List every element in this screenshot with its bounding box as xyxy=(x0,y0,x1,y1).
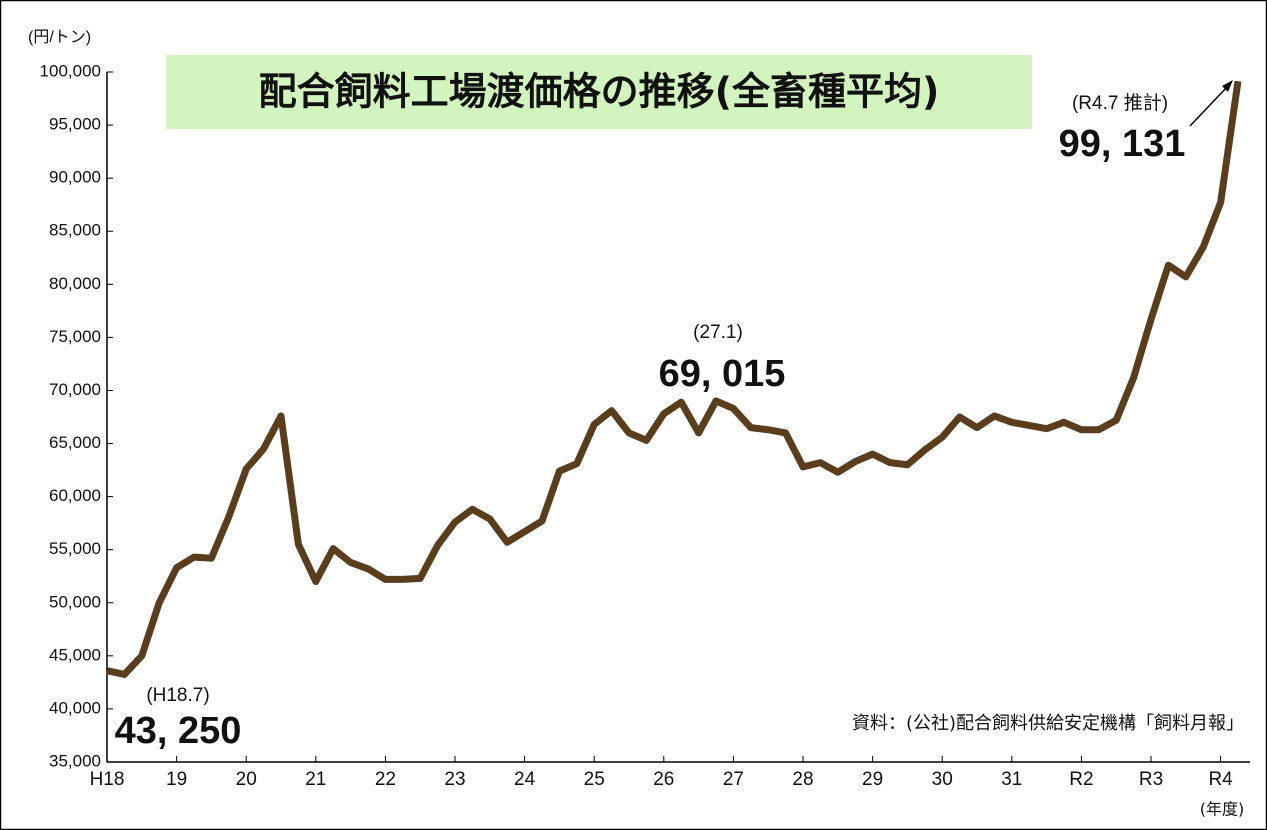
x-tick-label: 31 xyxy=(1001,769,1022,790)
y-tick-label: 70,000 xyxy=(49,380,101,399)
x-unit: (年度) xyxy=(1200,800,1245,819)
title-box xyxy=(166,55,1032,129)
y-tick-label: 55,000 xyxy=(49,539,101,558)
y-tick-label: 60,000 xyxy=(49,486,101,505)
annotation: 69, 015 xyxy=(659,353,786,395)
y-tick-label: 90,000 xyxy=(49,168,101,187)
x-tick-label: 28 xyxy=(792,769,813,790)
x-tick-label: 20 xyxy=(236,769,257,790)
annotation: (H18.7) xyxy=(146,685,209,706)
x-tick-label: 26 xyxy=(653,769,674,790)
x-tick-label: 29 xyxy=(862,769,883,790)
annotation: 99, 131 xyxy=(1059,123,1186,165)
annotation: 43, 250 xyxy=(115,710,242,752)
y-tick-label: 65,000 xyxy=(49,433,101,452)
y-tick-label: 75,000 xyxy=(49,327,101,346)
y-unit: (円/トン) xyxy=(28,29,91,46)
y-tick-label: 35,000 xyxy=(49,751,101,770)
data-line xyxy=(106,80,1242,678)
y-tick-label: 85,000 xyxy=(49,221,101,240)
x-tick-label: R2 xyxy=(1069,769,1093,790)
y-tick-label: 80,000 xyxy=(49,274,101,293)
y-tick-label: 100,000 xyxy=(40,61,101,80)
x-tick-label: 22 xyxy=(375,769,396,790)
annotation: (R4.7 推計) xyxy=(1072,92,1168,114)
chart-title: 配合飼料工場渡価格の推移(全畜種平均) xyxy=(259,70,940,114)
y-tick-label: 45,000 xyxy=(49,645,101,664)
x-tick-label: H18 xyxy=(90,769,125,790)
y-tick-label: 40,000 xyxy=(49,698,101,717)
x-tick-label: 24 xyxy=(514,769,536,790)
x-tick-label: R4 xyxy=(1208,769,1233,790)
x-tick-label: R3 xyxy=(1139,769,1163,790)
x-tick-label: 27 xyxy=(723,769,744,790)
source-note: 資料：(公社)配合飼料供給安定機構「飼料月報」 xyxy=(852,713,1244,734)
x-tick-label: 21 xyxy=(305,769,326,790)
annotation: (27.1) xyxy=(693,322,743,343)
arrow-head xyxy=(1222,80,1233,92)
y-tick-label: 95,000 xyxy=(49,115,101,134)
y-tick-label: 50,000 xyxy=(49,592,101,611)
x-tick-label: 23 xyxy=(444,769,465,790)
x-tick-label: 30 xyxy=(932,769,953,790)
x-tick-label: 25 xyxy=(584,769,605,790)
x-tick-label: 19 xyxy=(166,769,187,790)
annotation-arrow xyxy=(1189,85,1229,127)
